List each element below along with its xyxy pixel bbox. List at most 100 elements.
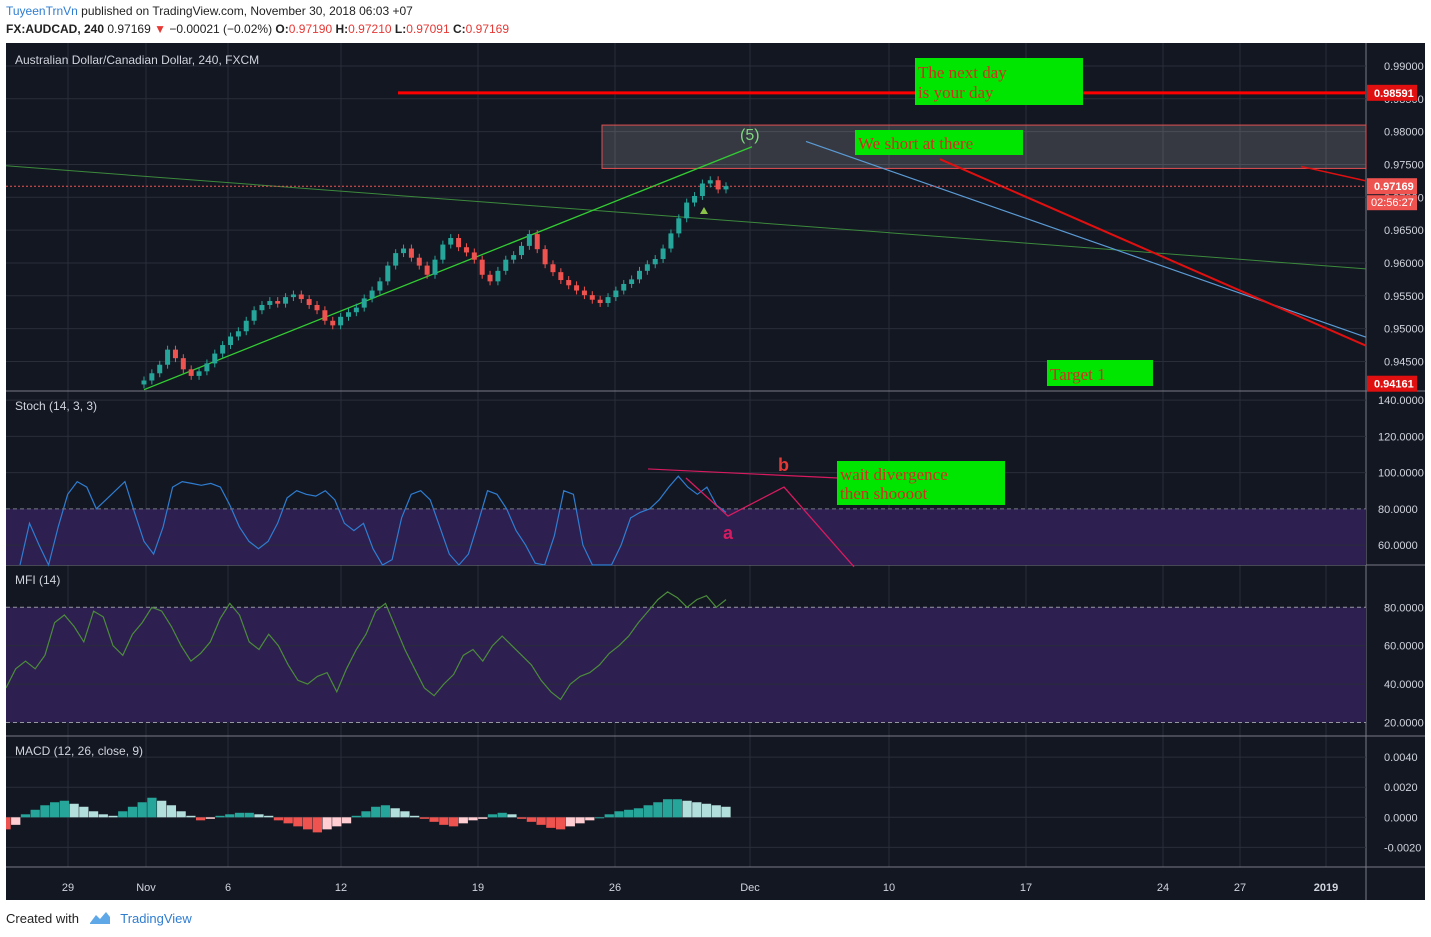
macd-histogram-bar [507, 814, 517, 818]
macd-histogram-bar [643, 805, 653, 818]
macd-histogram-bar [118, 811, 128, 818]
wave-a-label: a [723, 523, 734, 543]
time-tick-label: 10 [883, 882, 895, 894]
candle-body [574, 285, 580, 291]
footer: Created with TradingView [6, 911, 192, 928]
candle-body [149, 373, 155, 381]
candle-body [424, 265, 430, 275]
macd-histogram-bar [244, 812, 254, 818]
time-tick-label: 6 [225, 882, 231, 894]
macd-histogram-bar [312, 817, 322, 833]
macd-histogram-bar [98, 814, 108, 818]
candle-body [322, 310, 328, 321]
close-value: 0.97169 [465, 22, 510, 36]
candle-body [204, 363, 210, 372]
created-with-text: Created with [6, 911, 79, 926]
mfi-line [6, 591, 727, 701]
candle-body [141, 380, 147, 385]
candle-body [165, 349, 171, 365]
candle-body [636, 270, 642, 280]
low-value: 0.97091 [406, 22, 450, 36]
candle-body [605, 297, 611, 304]
change-value: −0.00021 (−0.02%) [169, 22, 273, 36]
stoch-line [19, 475, 727, 567]
mfi-tick-label: 80.0000 [1384, 602, 1424, 614]
stoch-tick-label: 100.0000 [1378, 468, 1424, 480]
candle-body [581, 290, 587, 296]
tradingview-logo-icon[interactable] [89, 911, 111, 928]
high-value: 0.97210 [348, 22, 392, 36]
candle-body [613, 290, 619, 298]
macd-histogram-bar [361, 811, 371, 818]
candle-body [660, 248, 666, 260]
publish-info: TuyeenTrnVn published on TradingView.com… [6, 4, 413, 18]
macd-histogram-bar [147, 797, 157, 818]
macd-histogram-bar [429, 817, 439, 822]
candle-body [479, 259, 485, 275]
macd-histogram-bar [351, 815, 361, 818]
candle-body [369, 290, 375, 299]
open-label: O: [275, 22, 289, 36]
macd-histogram-bar [215, 815, 225, 818]
macd-histogram-bar [264, 815, 274, 818]
candle-body [471, 252, 477, 260]
price-tick-label: 0.96500 [1384, 225, 1424, 237]
macd-histogram-bar [50, 802, 60, 818]
price-pane-title: Australian Dollar/Canadian Dollar, 240, … [15, 53, 259, 67]
macd-histogram-bar [604, 814, 614, 818]
candle-body [668, 233, 674, 249]
macd-histogram-bar [332, 817, 342, 827]
candle-body [526, 234, 532, 246]
candle-body [298, 294, 304, 300]
price-tick-label: 0.95000 [1384, 324, 1424, 336]
candle-body [676, 218, 682, 234]
candle-body [188, 369, 194, 376]
candle-body [361, 298, 367, 308]
time-tick-label: 12 [335, 882, 347, 894]
candle-body [495, 270, 501, 282]
candle-body [306, 299, 312, 305]
candle-body [416, 257, 422, 266]
chart-svg[interactable]: 0.990000.985000.980000.975000.970000.965… [6, 43, 1425, 900]
candle-body [172, 349, 178, 359]
candle-body [353, 307, 359, 313]
candle-body [715, 180, 721, 190]
resistance-price-tag: 0.98591 [1374, 88, 1414, 100]
candle-body [228, 336, 234, 346]
author-link[interactable]: TuyeenTrnVn [6, 4, 78, 18]
time-tick-label: 26 [609, 882, 621, 894]
macd-histogram-bar [6, 817, 11, 830]
candle-body [393, 253, 399, 266]
macd-histogram-bar [166, 805, 177, 818]
price-tick-label: 0.98000 [1384, 127, 1424, 139]
chart-background [6, 43, 1425, 900]
macd-pane-title: MACD (12, 26, close, 9) [15, 744, 143, 758]
candle-body [243, 320, 249, 332]
price-tick-label: 0.97500 [1384, 159, 1424, 171]
macd-histogram-bar [682, 800, 692, 818]
time-tick-label: 17 [1020, 882, 1032, 894]
macd-histogram-bar [225, 814, 235, 818]
target-price-tag: 0.94161 [1374, 379, 1414, 391]
countdown-tag: 02:56:27 [1371, 197, 1414, 209]
macd-histogram-bar [663, 799, 673, 818]
macd-histogram-bar [205, 817, 215, 819]
candle-body [259, 304, 265, 311]
stoch-band [6, 508, 1366, 565]
chart-area[interactable]: 0.990000.985000.980000.975000.970000.965… [6, 43, 1425, 900]
zone-exit-line [1300, 165, 1367, 182]
candle-body [463, 247, 469, 253]
macd-histogram-bar [88, 811, 99, 818]
last-price: 0.97169 [107, 22, 151, 36]
macd-histogram-bar [478, 817, 488, 819]
time-tick-label: 29 [62, 882, 74, 894]
candle-body [338, 316, 344, 326]
macd-histogram-bar [322, 817, 332, 830]
time-tick-label: Dec [740, 882, 760, 894]
macd-histogram-bar [575, 817, 585, 824]
candle-body [235, 331, 241, 337]
macd-histogram-bar [30, 809, 40, 818]
current-price-tag: 0.97169 [1374, 181, 1414, 193]
macd-histogram-bar [653, 802, 663, 818]
tradingview-link[interactable]: TradingView [120, 911, 192, 926]
